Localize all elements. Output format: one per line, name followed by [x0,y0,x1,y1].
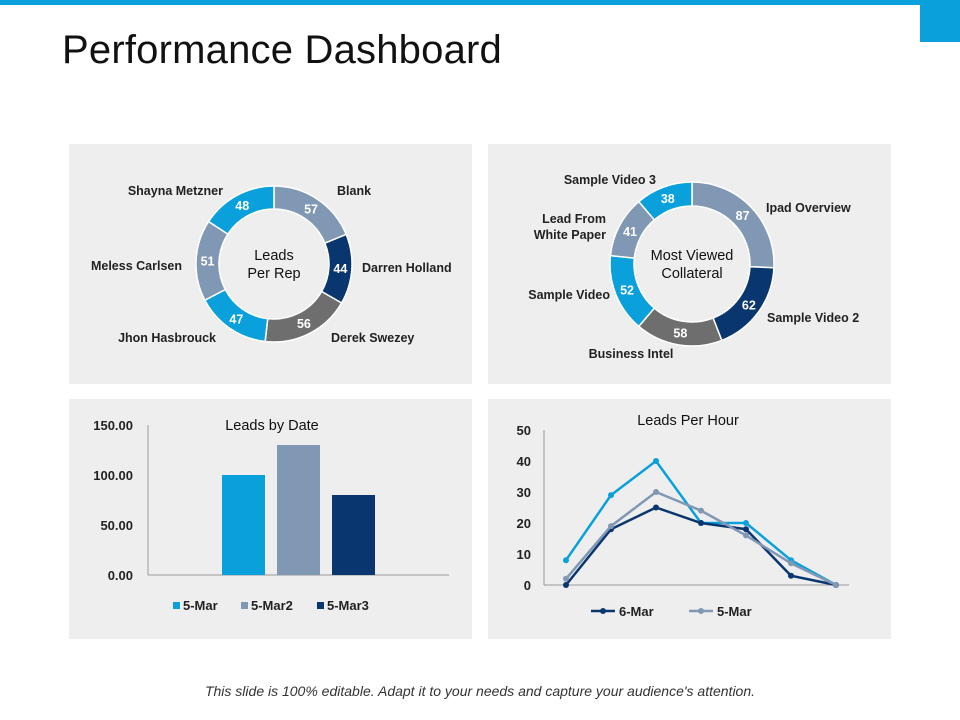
data-point-5-mar [833,582,839,588]
slice-value-sample-video-3: 38 [661,192,675,206]
category-label-sample-video-3: Sample Video 3 [564,173,656,187]
category-label-sample-video: Sample Video [528,288,610,302]
slice-value-ipad-overview: 87 [736,209,750,223]
data-point-6-mar [698,520,704,526]
bar-5-mar [222,475,265,575]
data-point-6-mar [788,572,794,579]
chart-title: Leads Per Hour [637,413,739,429]
slice-value-sample-video: 52 [620,284,634,298]
legend-label-5-mar3: 5-Mar3 [327,598,369,613]
leads-by-date-panel: Leads by Date 150.00 100.00 50.00 0.00 5-Mar 5… [69,399,472,639]
category-label-shayna-metzner: Shayna Metzner [128,184,223,198]
slice-value-blank: 57 [304,202,318,216]
y-tick-label: 50.00 [100,518,133,533]
legend-swatch-5-mar [173,602,180,609]
data-point-series-1 [563,557,569,564]
chart-title: Leads by Date [225,418,319,434]
corner-accent-block [920,0,960,42]
data-point-5-mar [608,523,614,530]
legend-label-5-mar: 5-Mar [717,604,752,619]
data-point-5-mar [743,532,749,539]
legend-label-5-mar: 5-Mar [183,598,218,613]
donut-center-label: Leads [254,248,294,264]
slice-value-sample-video-2: 62 [742,298,756,312]
slice-value-derek-swezey: 56 [297,317,311,331]
leads-per-hour-panel: Leads Per Hour 50 40 30 20 10 0 6-Mar 5-Mar [488,399,891,639]
y-tick-label: 40 [517,454,531,469]
category-label-jhon-hasbrouck: Jhon Hasbrouck [118,331,216,345]
donut-slice-shayna-metzner [207,185,275,236]
leads-per-rep-panel: 57 44 56 47 51 48 Leads Per Rep Blank Darren Holl… [69,144,472,384]
line-series-5-mar [565,490,837,587]
y-tick-label: 0.00 [108,568,133,583]
slice-value-meless-carlsen: 51 [201,254,215,268]
data-point-6-mar [563,582,569,588]
donut-slice-sample-video-3 [637,181,693,221]
most-viewed-collateral-donut-chart: 87 62 58 52 41 38 Most Viewed Collateral Ipad Ov… [528,173,859,361]
donut-center-label: Most Viewed [651,248,734,264]
category-label-lead-from-white-paper: White Paper [534,228,606,242]
page-title: Performance Dashboard [62,28,502,72]
slice-value-jhon-hasbrouck: 47 [229,312,243,326]
y-tick-label: 100.00 [93,468,133,483]
leads-per-rep-donut-chart: 57 44 56 47 51 48 Leads Per Rep Blank Darren Holl… [91,184,452,345]
bar-5-mar2 [277,445,320,575]
legend-swatch-5-mar2 [241,602,248,609]
data-point-5-mar [698,507,704,514]
y-tick-label: 150.00 [93,418,133,433]
leads-by-date-bar-chart: Leads by Date 150.00 100.00 50.00 0.00 5-Mar 5… [93,418,449,613]
category-label-derek-swezey: Derek Swezey [331,331,414,345]
category-label-darren-holland: Darren Holland [362,261,452,275]
slice-value-business-intel: 58 [673,327,687,341]
donut-center-label: Collateral [661,266,722,282]
slice-value-lead-from-white-paper: 41 [623,225,637,239]
category-label-lead-from-white-paper: Lead From [542,212,606,226]
category-label-blank: Blank [337,184,371,198]
slice-value-shayna-metzner: 48 [235,199,249,213]
bar-5-mar3 [332,495,375,575]
data-point-series-1 [608,492,614,499]
y-tick-label: 0 [524,578,531,593]
legend-label-5-mar2: 5-Mar2 [251,598,293,613]
category-label-sample-video-2: Sample Video 2 [767,311,859,325]
data-point-5-mar [563,575,569,582]
data-point-5-mar [653,489,659,495]
category-label-business-intel: Business Intel [589,347,674,361]
data-point-6-mar [653,504,659,511]
legend-marker-6-mar [600,608,606,614]
legend-label-6-mar: 6-Mar [619,604,654,619]
legend-swatch-5-mar3 [317,602,324,609]
donut-center-label: Per Rep [247,266,300,282]
line-series-6-mar [565,506,837,587]
y-tick-label: 10 [517,547,531,562]
data-point-series-1 [653,458,659,464]
slice-value-darren-holland: 44 [333,262,347,276]
legend-marker-5-mar [698,608,704,614]
y-tick-label: 20 [517,516,531,531]
y-tick-label: 50 [517,423,531,438]
footer-note: This slide is 100% editable. Adapt it to… [204,683,756,699]
y-tick-label: 30 [517,485,531,500]
category-label-ipad-overview: Ipad Overview [766,201,851,215]
data-point-series-1 [743,520,749,526]
top-accent-bar [0,0,960,5]
most-viewed-collateral-panel: 87 62 58 52 41 38 Most Viewed Collateral Ipad Ov… [488,144,891,384]
data-point-5-mar [788,560,794,567]
leads-per-hour-line-chart: Leads Per Hour 50 40 30 20 10 0 6-Mar 5-Mar [517,413,849,619]
category-label-meless-carlsen: Meless Carlsen [91,259,182,273]
data-point-6-mar [743,526,749,533]
